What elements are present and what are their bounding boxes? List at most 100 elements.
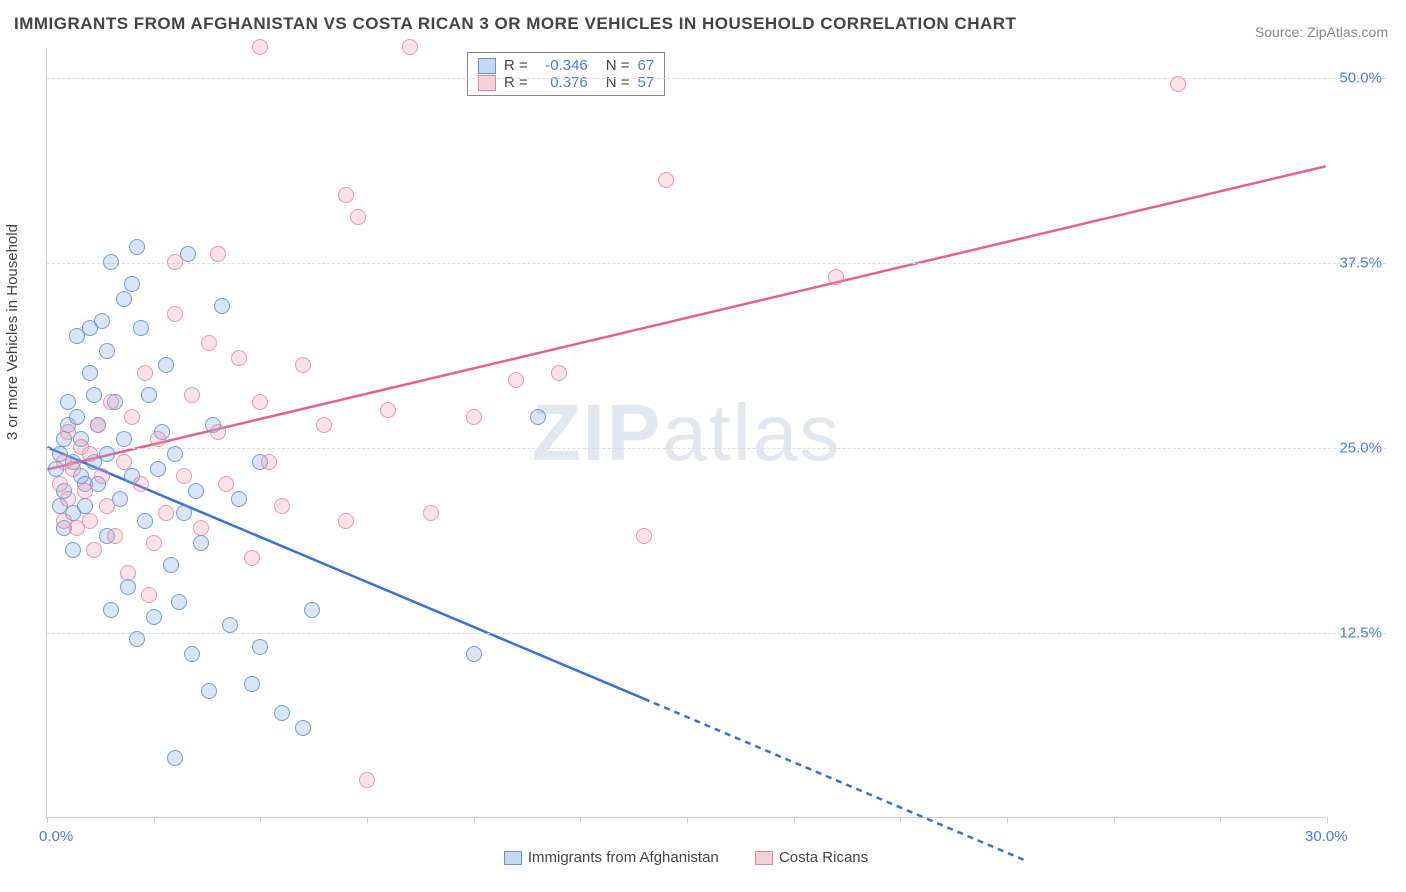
trend-lines-svg (47, 48, 1326, 817)
data-point-costarican (193, 520, 209, 536)
n-value-costarican: 57 (638, 74, 655, 91)
x-tick-label: 30.0% (1305, 828, 1348, 845)
data-point-costarican (380, 402, 396, 418)
data-point-costarican (658, 172, 674, 188)
data-point-afghanistan (222, 617, 238, 633)
data-point-costarican (86, 542, 102, 558)
data-point-afghanistan (530, 409, 546, 425)
correlation-legend: R = -0.346 N = 67 R = 0.376 N = 57 (467, 52, 665, 96)
gridline (47, 448, 1386, 449)
data-point-costarican (167, 306, 183, 322)
y-tick-label: 12.5% (1339, 624, 1382, 641)
data-point-costarican (52, 476, 68, 492)
data-point-afghanistan (214, 298, 230, 314)
data-point-afghanistan (304, 602, 320, 618)
data-point-costarican (94, 468, 110, 484)
data-point-afghanistan (244, 676, 260, 692)
scatter-plot-area: ZIPatlas R = -0.346 N = 67 R = 0.376 N =… (46, 48, 1326, 818)
x-tick (260, 817, 261, 823)
legend-label-costarican: Costa Ricans (779, 849, 868, 866)
swatch-blue (504, 851, 522, 865)
data-point-costarican (359, 772, 375, 788)
data-point-costarican (184, 387, 200, 403)
data-point-afghanistan (133, 320, 149, 336)
r-label: R = (504, 74, 528, 91)
data-point-costarican (350, 209, 366, 225)
data-point-costarican (402, 39, 418, 55)
data-point-afghanistan (60, 394, 76, 410)
data-point-costarican (133, 476, 149, 492)
data-point-costarican (141, 587, 157, 603)
data-point-costarican (636, 528, 652, 544)
y-tick-label: 37.5% (1339, 254, 1382, 271)
data-point-costarican (261, 454, 277, 470)
data-point-afghanistan (116, 431, 132, 447)
data-point-afghanistan (466, 646, 482, 662)
data-point-afghanistan (129, 631, 145, 647)
data-point-afghanistan (124, 276, 140, 292)
data-point-costarican (146, 535, 162, 551)
data-point-costarican (60, 424, 76, 440)
data-point-costarican (231, 350, 247, 366)
data-point-costarican (77, 483, 93, 499)
data-point-costarican (551, 365, 567, 381)
legend-item-costarican: Costa Ricans (755, 849, 868, 866)
data-point-afghanistan (99, 446, 115, 462)
data-point-costarican (158, 505, 174, 521)
data-point-afghanistan (167, 750, 183, 766)
x-tick (794, 817, 795, 823)
data-point-costarican (107, 528, 123, 544)
data-point-costarican (210, 246, 226, 262)
data-point-afghanistan (77, 498, 93, 514)
data-point-afghanistan (163, 557, 179, 573)
data-point-afghanistan (120, 579, 136, 595)
n-label: N = (606, 74, 630, 91)
legend-label-afghanistan: Immigrants from Afghanistan (528, 849, 719, 866)
data-point-costarican (218, 476, 234, 492)
x-tick (580, 817, 581, 823)
data-point-afghanistan (193, 535, 209, 551)
x-tick (1327, 817, 1328, 823)
data-point-afghanistan (141, 387, 157, 403)
data-point-costarican (201, 335, 217, 351)
data-point-afghanistan (82, 365, 98, 381)
data-point-afghanistan (150, 461, 166, 477)
gridline (47, 633, 1386, 634)
data-point-afghanistan (146, 609, 162, 625)
data-point-costarican (274, 498, 290, 514)
data-point-afghanistan (99, 343, 115, 359)
data-point-costarican (828, 269, 844, 285)
data-point-afghanistan (103, 602, 119, 618)
data-point-afghanistan (184, 646, 200, 662)
data-point-afghanistan (295, 720, 311, 736)
data-point-costarican (423, 505, 439, 521)
data-point-afghanistan (69, 409, 85, 425)
data-point-costarican (176, 468, 192, 484)
data-point-costarican (1170, 76, 1186, 92)
x-tick (47, 817, 48, 823)
source-prefix: Source: (1255, 24, 1307, 40)
r-value-afghanistan: -0.346 (536, 57, 588, 74)
data-point-afghanistan (176, 505, 192, 521)
data-point-costarican (210, 424, 226, 440)
data-point-costarican (60, 491, 76, 507)
x-tick (1007, 817, 1008, 823)
x-tick (1114, 817, 1115, 823)
data-point-costarican (82, 513, 98, 529)
chart-title: IMMIGRANTS FROM AFGHANISTAN VS COSTA RIC… (14, 14, 1016, 34)
data-point-afghanistan (116, 291, 132, 307)
data-point-costarican (116, 454, 132, 470)
y-tick-label: 25.0% (1339, 439, 1382, 456)
r-value-costarican: 0.376 (536, 74, 588, 91)
gridline (47, 263, 1386, 264)
data-point-costarican (338, 187, 354, 203)
x-tick (900, 817, 901, 823)
data-point-afghanistan (167, 446, 183, 462)
x-tick (154, 817, 155, 823)
data-point-afghanistan (274, 705, 290, 721)
data-point-costarican (167, 254, 183, 270)
data-point-costarican (244, 550, 260, 566)
source-link[interactable]: ZipAtlas.com (1307, 24, 1388, 40)
data-point-costarican (252, 394, 268, 410)
x-tick-label: 0.0% (39, 828, 73, 845)
